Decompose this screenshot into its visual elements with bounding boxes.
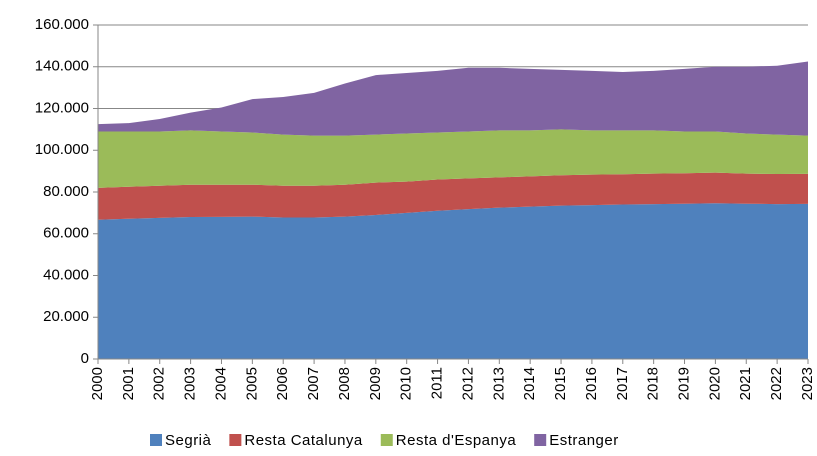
y-tick-label: 20.000 xyxy=(43,308,89,325)
legend-swatch xyxy=(534,434,547,446)
area xyxy=(98,203,808,359)
legend: Segrià Resta Catalunya Resta d'Espanya Estr… xyxy=(150,432,619,449)
legend-swatch xyxy=(380,434,393,446)
x-tick-label: 2003 xyxy=(182,367,199,400)
x-tick-label: 2014 xyxy=(521,367,538,400)
y-tick-label: 40.000 xyxy=(43,266,89,283)
x-tick-label: 2007 xyxy=(305,367,322,400)
x-tick-label: 2009 xyxy=(367,367,384,400)
x-tick-label: 2016 xyxy=(583,367,600,400)
x-tick-label: 2006 xyxy=(274,367,291,400)
x-tick-label: 2023 xyxy=(799,367,816,400)
legend-swatch xyxy=(150,434,162,446)
area xyxy=(98,129,808,188)
area xyxy=(98,61,808,136)
x-tick-label: 2010 xyxy=(398,367,415,400)
x-tick-label: 2017 xyxy=(614,367,631,400)
x-tick-label: 2015 xyxy=(552,367,569,400)
x-tick-label: 2011 xyxy=(429,367,446,399)
legend-label: Segrià xyxy=(165,432,212,449)
y-tick-label: 100.000 xyxy=(35,141,89,158)
x-tick-label: 2001 xyxy=(120,367,137,400)
legend-swatch xyxy=(229,434,242,446)
legend-label: Estranger xyxy=(549,432,619,449)
x-tick-label: 2005 xyxy=(243,367,260,400)
y-tick-label: 160.000 xyxy=(35,16,89,33)
y-tick-label: 140.000 xyxy=(35,58,89,75)
x-tick-label: 2008 xyxy=(336,367,353,400)
y-tick-label: 0 xyxy=(81,350,89,367)
y-tick-label: 120.000 xyxy=(35,99,89,116)
y-tick-label: 80.000 xyxy=(43,183,89,200)
x-tick-label: 2002 xyxy=(151,367,168,400)
area xyxy=(98,172,808,220)
x-tick-label: 2012 xyxy=(459,367,476,400)
x-tick-label: 2022 xyxy=(768,367,785,400)
x-tick-label: 2013 xyxy=(490,367,507,400)
x-tick-label: 2021 xyxy=(737,367,754,400)
x-tick-label: 2018 xyxy=(645,367,662,400)
x-tick-label: 2000 xyxy=(89,367,106,400)
x-tick-label: 2004 xyxy=(212,367,229,400)
legend-label: Resta Catalunya xyxy=(244,432,363,449)
y-tick-label: 60.000 xyxy=(43,225,89,242)
x-tick-label: 2019 xyxy=(675,367,692,400)
x-tick-label: 2020 xyxy=(706,367,723,400)
legend-label: Resta d'Espanya xyxy=(396,432,517,449)
